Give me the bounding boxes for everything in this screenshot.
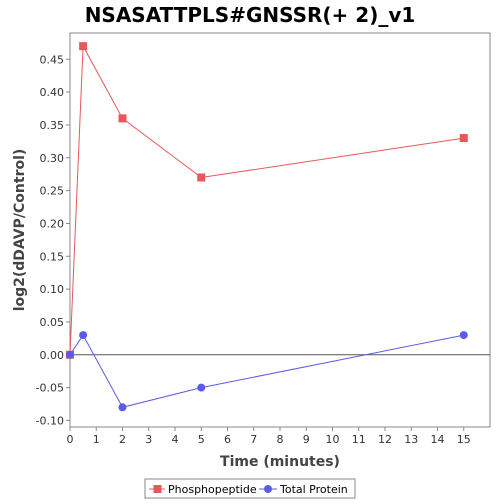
data-point-phosphopeptide — [459, 134, 468, 143]
x-tick-label: 2 — [119, 433, 126, 446]
y-axis: -0.10 -0.05 0.00 0.05 0.10 0.15 0.20 0.25 0.30 0.… — [36, 53, 70, 427]
data-point-total-protein — [66, 350, 74, 359]
legend-frame — [144, 478, 356, 499]
x-tick-label: 7 — [250, 433, 257, 446]
x-tick-label: 15 — [457, 433, 471, 446]
x-tick-label: 13 — [404, 433, 418, 446]
x-tick-label: 5 — [198, 433, 205, 446]
data-point-total-protein — [118, 403, 127, 412]
y-tick-label: 0.05 — [40, 316, 65, 329]
x-tick-label: 4 — [172, 433, 179, 446]
y-tick-label: 0.10 — [40, 283, 65, 296]
y-tick-label: 0.40 — [40, 86, 65, 99]
y-tick-label: -0.05 — [36, 382, 64, 395]
series-total-protein — [66, 331, 468, 412]
x-tick-label: 1 — [93, 433, 100, 446]
chart-title: NSASATTPLS#GNSSR(+ 2)_v1 — [85, 3, 416, 27]
data-point-phosphopeptide — [197, 173, 206, 182]
y-tick-label: 0.00 — [40, 349, 65, 362]
x-tick-label: 10 — [326, 433, 340, 446]
legend-item-phosphopeptide: Phosphopeptide — [149, 483, 257, 496]
legend-label-phosphopeptide: Phosphopeptide — [168, 483, 257, 496]
y-tick-label: 0.45 — [40, 53, 65, 66]
y-tick-label: -0.10 — [36, 414, 64, 427]
x-axis-label: Time (minutes) — [220, 454, 340, 470]
x-tick-label: 3 — [145, 433, 152, 446]
plot-frame — [69, 32, 491, 428]
y-tick-label: 0.35 — [40, 119, 65, 132]
x-tick-label: 11 — [352, 433, 366, 446]
data-point-total-protein — [197, 383, 206, 392]
legend-marker-total-protein — [264, 485, 272, 493]
x-axis: 0 1 2 3 4 5 6 7 8 9 10 11 12 13 14 15 — [67, 427, 471, 446]
x-tick-label: 6 — [224, 433, 231, 446]
data-point-total-protein — [79, 331, 88, 340]
legend-label-total-protein: Total Protein — [279, 483, 348, 496]
data-point-total-protein — [459, 331, 468, 340]
plot-area — [69, 32, 491, 428]
x-tick-label: 12 — [378, 433, 392, 446]
legend-marker-phosphopeptide — [153, 485, 162, 493]
data-point-phosphopeptide — [118, 114, 127, 123]
data-point-phosphopeptide — [79, 42, 88, 51]
x-tick-label: 14 — [431, 433, 445, 446]
x-tick-label: 8 — [277, 433, 284, 446]
y-tick-label: 0.25 — [40, 185, 65, 198]
y-axis-label: log2(dDAVP/Control) — [12, 149, 28, 312]
x-tick-label: 9 — [303, 433, 310, 446]
y-tick-label: 0.15 — [40, 250, 65, 263]
series-layer — [66, 42, 468, 412]
y-tick-label: 0.30 — [40, 152, 65, 165]
legend-item-total-protein: Total Protein — [259, 483, 348, 496]
x-tick-label: 0 — [67, 433, 74, 446]
legend: Phosphopeptide Total Protein — [144, 478, 356, 499]
y-tick-label: 0.20 — [40, 217, 65, 230]
